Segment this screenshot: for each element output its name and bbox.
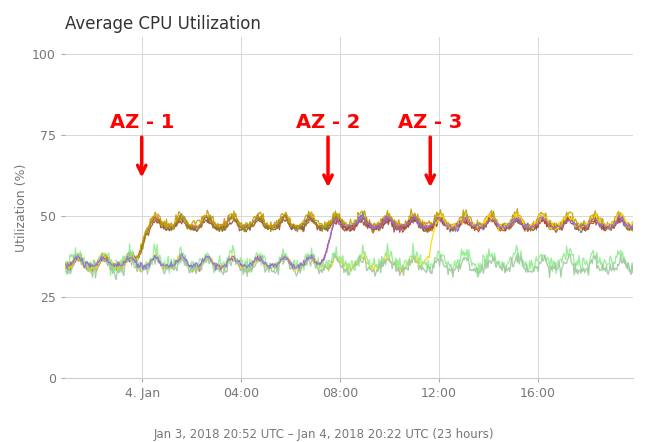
Text: AZ - 3: AZ - 3 bbox=[398, 113, 463, 183]
Text: Average CPU Utilization: Average CPU Utilization bbox=[65, 15, 261, 33]
Y-axis label: Utilization (%): Utilization (%) bbox=[15, 164, 28, 252]
Text: AZ - 1: AZ - 1 bbox=[110, 113, 174, 174]
Text: AZ - 2: AZ - 2 bbox=[296, 113, 360, 183]
Text: Jan 3, 2018 20:52 UTC – Jan 4, 2018 20:22 UTC (23 hours): Jan 3, 2018 20:52 UTC – Jan 4, 2018 20:2… bbox=[154, 427, 494, 441]
